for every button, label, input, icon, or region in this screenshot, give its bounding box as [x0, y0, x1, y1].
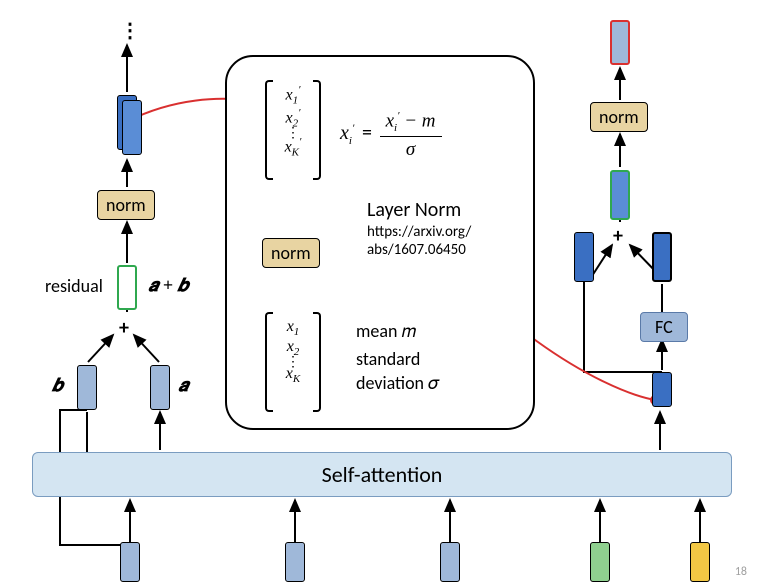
right-skip-block — [574, 232, 594, 282]
input-block-1 — [120, 542, 140, 582]
right-fc-in-block — [652, 372, 672, 407]
norm-box-bubble: norm — [262, 238, 320, 268]
right-top-block — [610, 20, 630, 65]
std-label1: standard — [356, 348, 420, 370]
a-plus-b-label: 𝒂 + 𝒃 — [148, 275, 189, 296]
self-attention-box: Self-attention — [32, 452, 732, 497]
layernorm-title: Layer Norm — [367, 198, 461, 222]
layernorm-url1: https://arxiv.org/ — [367, 223, 471, 241]
b-label: 𝒃 — [52, 375, 63, 396]
b-block — [77, 365, 97, 410]
plus-left: + — [119, 316, 129, 340]
norm-box-left: norm — [97, 190, 155, 220]
fc-box: FC — [640, 312, 688, 342]
mean-label: mean 𝑚 — [356, 320, 416, 342]
output-block-left-bg — [122, 100, 142, 155]
vector-xprime: x1′ x2′ ⋮ xK′ — [265, 80, 321, 180]
input-block-3 — [440, 542, 460, 582]
input-block-4 — [590, 542, 610, 582]
vector-x: x1 x2 ⋮ xK — [265, 312, 321, 412]
right-green-block — [610, 170, 630, 220]
norm-box-right: norm — [590, 102, 648, 132]
residual-block — [117, 265, 137, 310]
a-label: 𝒂 — [178, 375, 188, 396]
input-block-2 — [285, 542, 305, 582]
residual-label: residual — [45, 275, 103, 297]
layernorm-formula: xi′ = xi′ − m σ — [340, 110, 520, 161]
norm-label: norm — [106, 194, 146, 216]
continuation-dots: ⋮ — [120, 18, 142, 43]
a-block — [150, 365, 170, 410]
right-fc-out-block — [652, 232, 672, 282]
plus-right: + — [613, 224, 623, 248]
input-block-5 — [690, 542, 710, 582]
layernorm-url2: abs/1607.06450 — [367, 241, 466, 259]
std-label2: deviation 𝜎 — [356, 372, 439, 394]
page-number: 18 — [735, 565, 747, 579]
